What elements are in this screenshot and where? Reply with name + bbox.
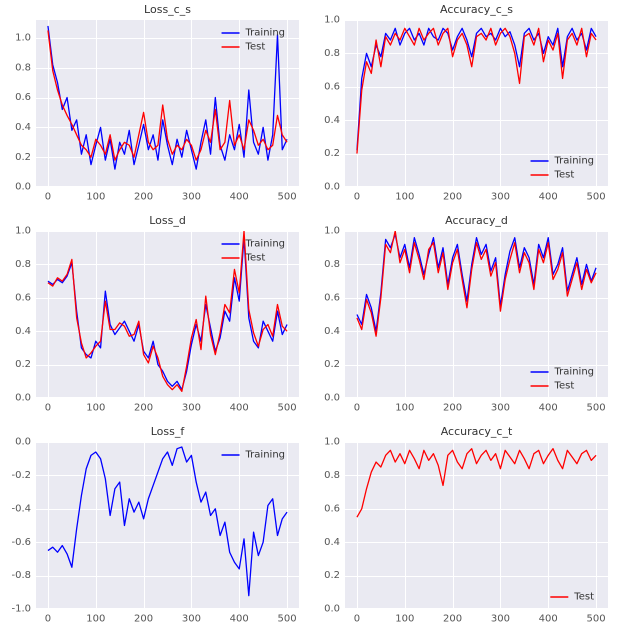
subplot-accuracy-d: Accuracy_d — [309, 211, 619, 422]
subplot-loss-f: Loss_f — [0, 422, 309, 634]
loss-c-s-canvas — [0, 0, 309, 211]
subplot-loss-c-s: Loss_c_s — [0, 0, 309, 211]
accuracy-d-canvas — [309, 211, 618, 422]
accuracy-c-t-canvas — [309, 422, 618, 633]
subplot-accuracy-c-t: Accuracy_c_t — [309, 422, 619, 634]
accuracy-c-s-canvas — [309, 0, 618, 211]
subplot-loss-d: Loss_d — [0, 211, 309, 422]
loss-d-canvas — [0, 211, 309, 422]
loss-f-canvas — [0, 422, 309, 633]
subplot-accuracy-c-s: Accuracy_c_s — [309, 0, 619, 211]
